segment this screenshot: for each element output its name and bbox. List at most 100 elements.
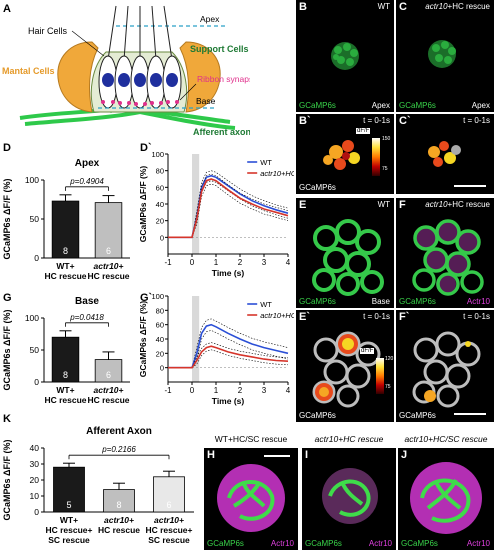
wt-text: WT: [377, 200, 390, 209]
support-cells-text: Support Cells: [190, 44, 249, 54]
sem-lower: [168, 180, 289, 238]
y-tick-label: 100: [151, 292, 164, 301]
legend-label: WT: [260, 300, 272, 309]
category-label: HC rescue: [44, 271, 86, 281]
bar-chart-afferent-axon: Afferent Axon GCaMP6s ΔF/F (%) 0 10 20 30 40 5 W…: [2, 426, 194, 545]
panel-label-k: K: [3, 413, 11, 425]
series-line: [168, 178, 289, 239]
actr10-hcsc-title: actr10+HC/SC rescue: [404, 434, 488, 444]
time-text: t = 0-1s: [463, 116, 490, 125]
x-tick-label: -1: [164, 258, 172, 267]
image-panel-b: B WT GCaMP6s Apex: [296, 0, 394, 112]
actr10-text: Actr10: [466, 297, 490, 306]
x-axis-label: Time (s): [212, 396, 245, 406]
time-text: t = 0-1s: [363, 116, 390, 125]
p-value: p=0.2166: [101, 445, 136, 454]
panel-label-dp: D`: [140, 142, 152, 154]
y-tick-label: 100: [25, 175, 39, 185]
x-tick-label: 2: [238, 386, 243, 395]
actr10-text: Actr10: [466, 539, 490, 548]
gcamp-text: GCaMP6s: [207, 539, 244, 548]
category-label: actr10+: [93, 261, 123, 271]
panel-label-c: C: [399, 1, 407, 13]
scale-lo-text: 75: [382, 166, 388, 172]
legend-label: WT: [260, 158, 272, 167]
n-label: 5: [66, 500, 71, 510]
image-panel-ep: E` t = 0-1s GCaMP6s dF/F 120 75: [296, 310, 394, 422]
bar: [103, 489, 135, 513]
category-label: actr10+: [154, 515, 184, 525]
panel-label-e: E: [299, 199, 307, 211]
stimulus-bar: [192, 154, 200, 254]
apex-text: Apex: [471, 101, 490, 110]
y-tick-label: 0: [160, 233, 164, 242]
scale-hi-text: 150: [382, 136, 391, 142]
panel-label-cp: C`: [399, 115, 411, 127]
category-label: HC rescue+: [145, 525, 192, 535]
gcamp-text: GCaMP6s: [299, 297, 336, 306]
n-label: 6: [106, 246, 111, 256]
x-tick-label: -1: [164, 386, 172, 395]
y-tick-label: 20: [156, 349, 164, 358]
y-tick-label: 60: [156, 183, 164, 192]
x-tick-label: 2: [238, 258, 243, 267]
sem-upper: [168, 173, 289, 238]
mantle-cell-right: [179, 41, 221, 113]
rescue-text: actr10: [425, 2, 448, 11]
scale-lo-text: 75: [385, 384, 391, 390]
y-axis-label: GCaMP6s ΔF/F (%): [2, 440, 12, 521]
category-label: SC rescue: [148, 535, 190, 545]
y-tick-label: 100: [25, 313, 39, 323]
scale-title-text: dF/F: [360, 348, 375, 354]
gcamp-text: GCaMP6s: [299, 411, 336, 420]
n-label: 8: [116, 500, 121, 510]
gcamp-text: GCaMP6s: [401, 539, 438, 548]
sem-lower: [168, 330, 289, 368]
time-text: t = 0-1s: [463, 312, 490, 321]
panel-label-g: G: [3, 292, 12, 304]
y-tick-label: 80: [156, 306, 164, 315]
hair-cells-text: Hair Cells: [28, 26, 68, 36]
x-tick-label: 0: [190, 386, 195, 395]
mantle-cell-left: [57, 41, 99, 113]
y-tick-label: 100: [151, 150, 164, 159]
afferent-axons-text: Afferent axons: [193, 127, 250, 137]
actr10-text: Actr10: [270, 539, 294, 548]
x-tick-label: 3: [262, 258, 267, 267]
n-label: 6: [106, 370, 111, 380]
category-label: HC rescue: [87, 395, 129, 405]
y-tick-label: 0: [34, 253, 39, 263]
y-tick-label: 10: [30, 491, 40, 501]
y-tick-label: 20: [30, 475, 40, 485]
chart-title: Apex: [75, 158, 100, 169]
y-tick-label: 30: [30, 459, 40, 469]
bar: [94, 359, 123, 383]
panel-label-h: H: [207, 449, 215, 461]
sem-lower: [168, 183, 289, 238]
scale-title-text: dF/F: [356, 128, 371, 134]
category-label: WT+: [56, 261, 74, 271]
n-label: 6: [166, 500, 171, 510]
y-tick-label: 0: [160, 364, 164, 373]
category-label: WT+: [56, 385, 74, 395]
ribbon-synapse-text: Ribbon synapse: [197, 74, 250, 84]
panel-label-a: A: [3, 3, 11, 15]
mantal-cells-text: Mantal Cells: [2, 66, 55, 76]
gcamp-text: GCaMP6s: [299, 183, 336, 192]
image-panel-i: I GCaMP6s Actr10: [302, 448, 396, 550]
rescue-suffix-text: +HC rescue: [447, 200, 490, 209]
image-panel-fp: F` t = 0-1s GCaMP6s: [396, 310, 494, 422]
scale-hi-text: 120: [385, 356, 394, 362]
rescue-suffix-text: +HC rescue: [447, 2, 490, 11]
gcamp-text: GCaMP6s: [299, 101, 336, 110]
image-panel-cp: C` t = 0-1s: [396, 114, 494, 194]
sem-upper: [168, 342, 289, 368]
image-panel-c: C actr10+HC rescue GCaMP6s Apex: [396, 0, 494, 112]
bar: [51, 336, 80, 383]
panel-label-ep: E`: [299, 311, 310, 323]
p-value: p=0.0418: [69, 313, 104, 322]
base-text: Base: [196, 96, 216, 106]
time-text: t = 0-1s: [363, 312, 390, 321]
image-panel-bp: B` t = 0-1s GCaMP6s dF/F 150 75: [296, 114, 394, 194]
